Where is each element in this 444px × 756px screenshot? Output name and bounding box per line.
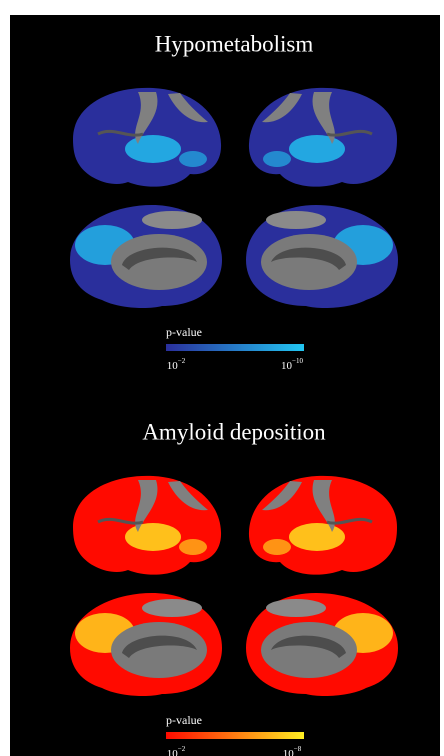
- brain-lateral-view: [248, 475, 397, 575]
- brain-medial-view: [246, 593, 398, 696]
- colorbar-label: p-value: [166, 713, 202, 727]
- brain-medial-view: [70, 593, 222, 696]
- tick-base: 10: [167, 360, 179, 372]
- tick-base: 10: [283, 748, 295, 756]
- brain-lateral-view: [248, 87, 397, 187]
- tick-exponent: −2: [178, 745, 186, 753]
- brain-medial-view: [246, 205, 398, 308]
- colorbar: [166, 732, 304, 739]
- colorbar: [166, 344, 304, 351]
- brain-lateral-view: [73, 475, 222, 575]
- colorbar-min-label: 10−2: [167, 357, 186, 372]
- panel-title: Amyloid deposition: [142, 419, 326, 444]
- colorbar-min-label: 10−2: [167, 745, 186, 756]
- tick-base: 10: [281, 360, 293, 372]
- brain-lateral-view: [73, 87, 222, 187]
- tick-base: 10: [167, 748, 179, 756]
- tick-exponent: −10: [292, 357, 303, 365]
- tick-exponent: −8: [294, 745, 302, 753]
- tick-exponent: −2: [178, 357, 186, 365]
- colorbar-max-label: 10−8: [283, 745, 302, 756]
- colorbar-label: p-value: [166, 325, 202, 339]
- panel-title: Hypometabolism: [155, 31, 314, 56]
- brain-medial-view: [70, 205, 222, 308]
- colorbar-max-label: 10−10: [281, 357, 303, 372]
